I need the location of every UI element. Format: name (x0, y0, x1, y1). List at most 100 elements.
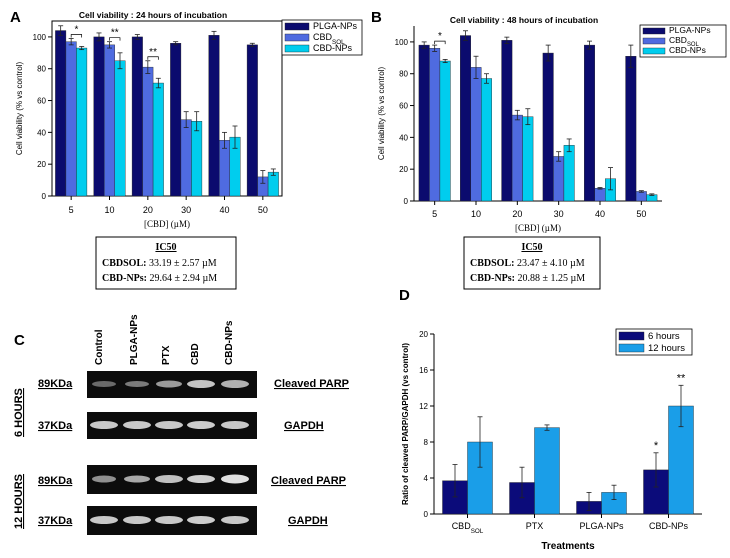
bar (542, 52, 554, 202)
bar (553, 156, 565, 202)
y-axis-label: Ratio of cleaved PARP/GAPDH (vs control) (401, 343, 410, 505)
y-tick-label: 20 (37, 160, 46, 169)
ic50-b-value-1: 20.88 ± 1.25 µM (518, 273, 586, 284)
blot-kda-label: 89KDa (38, 378, 73, 390)
panel-letter-c: C (14, 332, 25, 349)
ic50-a-value-0: 33.19 ± 2.57 µM (149, 258, 217, 269)
panel-letter-a: A (10, 9, 21, 26)
western-blot-panel: Control PLGA-NPs PTX CBD CBD-NPs 6 HOURS… (13, 314, 349, 535)
x-tick-label: PTX (526, 521, 544, 531)
x-tick-label: CBDSOL (452, 521, 484, 535)
legend-label: CBD-NPs (669, 45, 706, 55)
bar (584, 44, 595, 202)
x-tick-label: 50 (258, 205, 268, 215)
bar (418, 44, 430, 202)
svg-text:CBDSOL: 23.47 ± 4.10 µM: CBDSOL: 23.47 ± 4.10 µM (470, 258, 585, 269)
legend-label: CBD-NPs (313, 43, 353, 53)
significance-bracket (147, 56, 159, 60)
svg-text:CBDSOL: 33.19 ± 2.57 µM: CBDSOL: 33.19 ± 2.57 µM (102, 258, 217, 269)
legend-swatch (284, 22, 310, 31)
significance-bracket (70, 34, 83, 38)
bar (55, 30, 67, 197)
y-tick-label: 0 (404, 197, 409, 206)
bar (131, 36, 143, 197)
significance-marker: ** (111, 28, 119, 39)
legend-label: 6 hours (648, 331, 680, 342)
ic50-b-title: IC50 (521, 242, 542, 253)
bar (522, 116, 534, 202)
legend-label: 12 hours (648, 343, 685, 354)
blot-lane-label: CBD-NPs (224, 320, 235, 365)
bar (635, 191, 647, 202)
bar (470, 67, 482, 202)
bar (170, 43, 182, 197)
significance-marker: ** (149, 47, 157, 58)
y-tick-label: 80 (399, 70, 408, 79)
bar (191, 121, 203, 197)
bar (76, 47, 88, 197)
bar (625, 56, 637, 202)
x-tick-label: 40 (595, 209, 605, 219)
x-tick-label: 50 (636, 209, 646, 219)
bar (180, 119, 192, 197)
blot-strip (87, 465, 257, 494)
plot-frame (51, 20, 283, 197)
y-tick-label: 60 (399, 102, 408, 111)
x-tick-label: 30 (554, 209, 564, 219)
significance-marker: * (438, 31, 442, 42)
ic50-box-b: IC50 CBDSOL: 23.47 ± 4.10 µM CBD-NPs: 20… (463, 236, 601, 290)
y-axis-label: Cell viability (% vs control) (15, 61, 24, 155)
bar (104, 44, 115, 197)
blot-strip (87, 506, 257, 535)
bar (563, 145, 575, 202)
x-tick-label: 5 (432, 209, 437, 219)
significance-marker: * (74, 25, 78, 36)
x-tick-label: 20 (512, 209, 522, 219)
y-tick-label: 40 (399, 133, 408, 142)
blot-group-label: 12 HOURS (13, 474, 25, 529)
legend-swatch (284, 33, 310, 42)
panel-letter-d: D (399, 287, 410, 304)
y-tick-label: 0 (424, 510, 429, 519)
x-tick-label: 40 (219, 205, 229, 215)
bar (114, 60, 126, 197)
y-tick-label: 100 (33, 33, 47, 42)
ic50-b-label-0: CBDSOL: (470, 258, 514, 269)
bar (511, 114, 523, 202)
x-axis-label: [CBD] (µM) (144, 219, 190, 229)
bar (439, 60, 451, 202)
x-tick-label: CBD-NPs (649, 521, 689, 531)
bar (246, 44, 258, 197)
legend-swatch (642, 27, 666, 35)
bar (208, 35, 220, 197)
y-tick-label: 8 (424, 438, 429, 447)
bar (93, 36, 105, 197)
x-tick-label: PLGA-NPs (579, 521, 624, 531)
chart-title: Cell viability : 24 hours of incubation (79, 10, 227, 20)
x-axis-label: [CBD] (µM) (515, 223, 561, 233)
ic50-box-a: IC50 CBDSOL: 33.19 ± 2.57 µM CBD-NPs: 29… (95, 236, 237, 290)
svg-text:CBD-NPs: 29.64 ± 2.94 µM: CBD-NPs: 29.64 ± 2.94 µM (102, 273, 217, 284)
legend-label: PLGA-NPs (669, 25, 711, 35)
panel-letter-b: B (371, 9, 382, 26)
significance-marker: * (654, 440, 659, 452)
blot-kda-label: 37KDa (38, 420, 73, 432)
legend-swatch (642, 37, 666, 45)
blot-lane-label: CBD (190, 343, 201, 365)
bar (594, 188, 606, 202)
bar (429, 48, 441, 202)
y-tick-label: 16 (419, 366, 428, 375)
blot-protein-label: Cleaved PARP (274, 378, 349, 390)
ic50-a-title: IC50 (155, 242, 176, 253)
x-tick-label: 5 (69, 205, 74, 215)
x-axis-label: Treatments (541, 541, 595, 552)
chart-b-viability-48h: 0 20 40 60 80 100 5 10 20 30 40 50 * Cell viability :… (377, 15, 727, 233)
ic50-a-label-1: CBD-NPs: (102, 273, 147, 284)
legend-label: PLGA-NPs (313, 21, 358, 31)
blot-kda-label: 89KDa (38, 475, 73, 487)
legend-label: CBDSOL (313, 32, 345, 46)
blot-protein-label: GAPDH (284, 420, 324, 432)
svg-text:CBD-NPs: 20.88 ± 1.25 µM: CBD-NPs: 20.88 ± 1.25 µM (470, 273, 585, 284)
